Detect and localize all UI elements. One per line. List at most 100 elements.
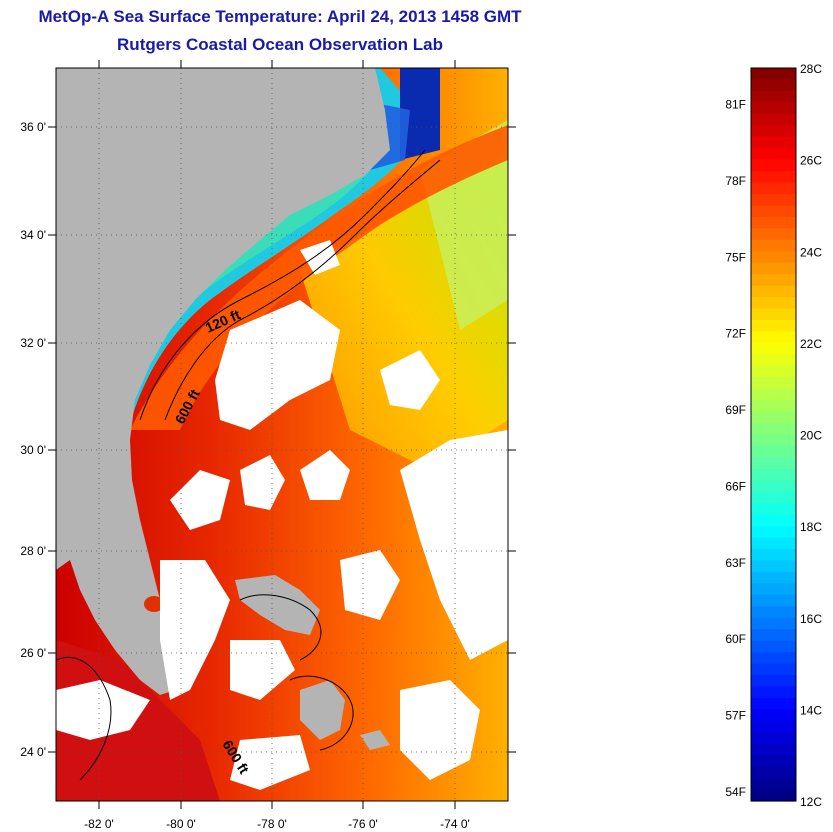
bahamas-andros [300, 680, 345, 740]
colorbar-strip [751, 171, 796, 184]
colorbar-strip [751, 388, 796, 401]
fahrenheit-label: 63F [725, 556, 746, 570]
fahrenheit-label: 57F [725, 708, 746, 722]
colorbar-strip [751, 262, 796, 275]
contour-bahamas [239, 594, 322, 661]
pamlico-cold [400, 68, 440, 160]
latitude-label: 30 0' [20, 443, 46, 457]
cloud-patch [56, 680, 150, 740]
colorbar-strip [751, 583, 796, 596]
celsius-label: 22C [800, 337, 822, 351]
colorbar-strip [751, 549, 796, 562]
colorbar-strip [751, 285, 796, 298]
contour-600ft [164, 159, 441, 421]
cloud-patch [215, 300, 340, 430]
bahamas-island [360, 730, 390, 750]
colorbar-strip [751, 468, 796, 481]
lake-okeechobee [144, 596, 164, 612]
colorbar-strip [751, 400, 796, 413]
bahamas-grand [235, 575, 320, 635]
colorbar-strip [751, 79, 796, 92]
cloud-patch [400, 430, 508, 660]
cloud-patch [400, 680, 480, 780]
colorbar-strip [751, 491, 796, 504]
longitude-label: -78 0' [257, 817, 287, 831]
colorbar-strip [751, 331, 796, 344]
colorbar-strip [751, 113, 796, 126]
latitude-label: 24 0' [20, 745, 46, 759]
longitude-label: -76 0' [348, 817, 378, 831]
colorbar-strip [751, 709, 796, 722]
colorbar-strip [751, 663, 796, 676]
colorbar-strip [751, 686, 796, 699]
colorbar-strip [751, 743, 796, 756]
map-title: MetOp-A Sea Surface Temperature: April 2… [38, 7, 522, 26]
celsius-label: 20C [800, 429, 822, 443]
longitude-label: -82 0' [84, 817, 114, 831]
colorbar-strip [751, 789, 796, 802]
latitude-label: 28 0' [20, 544, 46, 558]
colorbar-strip [751, 365, 796, 378]
colorbar-strip [751, 148, 796, 161]
colorbar-strip [751, 90, 796, 103]
colorbar-strip [751, 205, 796, 218]
colorbar-strip [751, 228, 796, 241]
cloud-patch [300, 450, 350, 500]
colorbar-strip [751, 766, 796, 779]
celsius-label: 18C [800, 520, 822, 534]
colorbar-strip [751, 480, 796, 493]
colorbar-strip [751, 68, 796, 81]
colorbar-strip [751, 640, 796, 653]
fahrenheit-label: 75F [725, 250, 746, 264]
contour-120ft [139, 149, 426, 421]
colorbar-strip [751, 102, 796, 115]
map-area [56, 68, 508, 801]
celsius-label: 12C [800, 795, 822, 809]
fahrenheit-label: 54F [725, 785, 746, 799]
map-subtitle: Rutgers Coastal Ocean Observation Lab [117, 35, 443, 54]
colorbar-strip [751, 526, 796, 539]
latitude-label: 32 0' [20, 336, 46, 350]
colorbar-strip [751, 503, 796, 516]
colorbar-frame [750, 67, 797, 802]
longitude-label: -74 0' [440, 817, 470, 831]
fahrenheit-label: 78F [725, 174, 746, 188]
colorbar-strip [751, 675, 796, 688]
colorbar-strip [751, 629, 796, 642]
colorbar-strip [751, 445, 796, 459]
fahrenheit-labels: 81F 78F 75F 72F 69F 66F 63F 60F 57F 54F [725, 98, 746, 799]
fahrenheit-label: 66F [725, 479, 746, 493]
cloud-patch [230, 735, 310, 790]
colorbar-strips [751, 68, 796, 802]
axis-ticks [48, 60, 516, 809]
colorbar-strip [751, 732, 796, 745]
celsius-labels: 28C 26C 24C 22C 20C 18C 16C 14C 12C [800, 62, 822, 809]
colorbar-strip [751, 125, 796, 138]
colorbar-strip [751, 755, 796, 768]
cloud-patch [380, 350, 440, 410]
cloud-patch [160, 560, 230, 700]
colorbar-strip [751, 434, 796, 447]
colorbar-strip [751, 594, 796, 607]
cloud-patch [300, 240, 340, 275]
colorbar-strip [751, 617, 796, 630]
fahrenheit-label: 69F [725, 403, 746, 417]
colorbar-strip [751, 193, 796, 207]
latitude-label: 36 0' [20, 120, 46, 134]
colorbar-strip [751, 778, 796, 791]
colorbar-strip [751, 297, 796, 310]
longitude-label: -80 0' [166, 817, 196, 831]
colorbar-strip [751, 159, 796, 172]
colorbar-strip [751, 606, 796, 619]
latitude-label: 26 0' [20, 646, 46, 660]
cloud-patch [240, 455, 285, 510]
depth-contours [56, 149, 441, 781]
colorbar-strip [751, 537, 796, 550]
colorbar-strip [751, 136, 796, 149]
colorbar-strip [751, 560, 796, 573]
map-frame [55, 67, 509, 802]
land-gulf-coast [56, 490, 72, 570]
colorbar-strip [751, 251, 796, 264]
cloud-patch [340, 550, 400, 620]
